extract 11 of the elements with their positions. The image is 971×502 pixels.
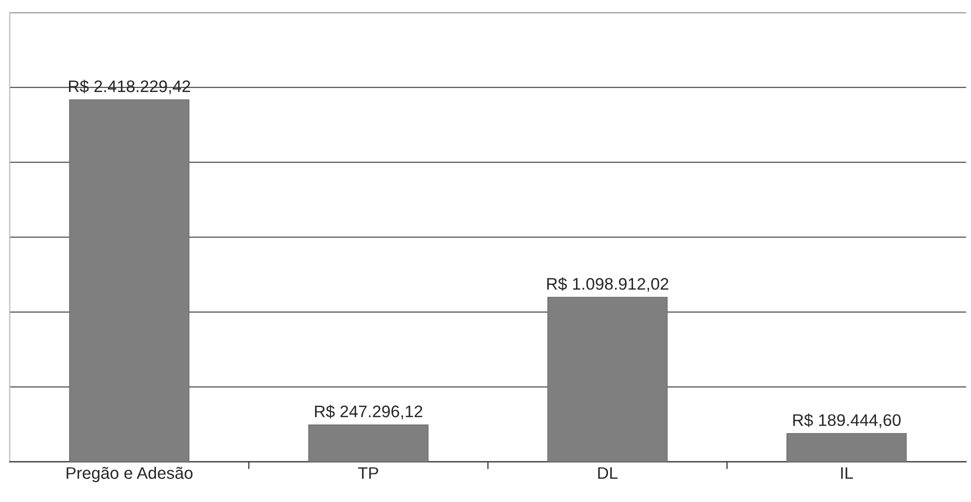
bar (69, 99, 190, 462)
bar (547, 296, 668, 462)
x-tick-label: TP (358, 467, 378, 479)
bar (786, 433, 907, 462)
data-label: R$ 189.444,60 (793, 414, 901, 428)
x-tick-label: IL (841, 467, 853, 479)
x-tick-label: DL (598, 467, 618, 479)
x-tick-label: Pregão e Adesão (66, 466, 193, 482)
bar (308, 424, 428, 462)
data-label: R$ 247.296,12 (315, 404, 422, 420)
data-label: R$ 1.098.912,02 (547, 277, 668, 292)
